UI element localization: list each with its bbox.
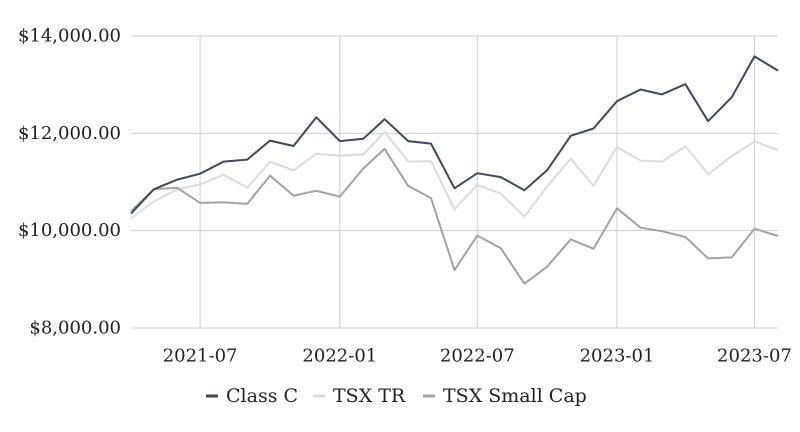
x-axis-tick-labels: 2021-07 2022-01 2022-07 2023-01 2023-07 — [163, 346, 792, 367]
y-tick-label: $12,000.00 — [18, 123, 121, 144]
y-tick-label: $10,000.00 — [18, 220, 121, 241]
legend: Class C TSX TR TSX Small Cap — [206, 385, 587, 407]
y-tick-label: $8,000.00 — [29, 318, 121, 339]
legend-label-tsx-small-cap: TSX Small Cap — [443, 385, 587, 407]
legend-label-tsx-tr: TSX TR — [333, 385, 406, 407]
x-tick-label: 2022-07 — [440, 346, 515, 367]
x-gridlines — [199, 36, 755, 328]
series-line-tsx-small-cap — [130, 147, 779, 285]
x-tick-label: 2022-01 — [302, 346, 377, 367]
y-axis-tick-labels: $8,000.00 $10,000.00 $12,000.00 $14,000.00 — [18, 26, 121, 339]
y-tick-label: $14,000.00 — [18, 26, 121, 47]
series-line-class-c — [130, 55, 779, 215]
x-tick-label: 2023-07 — [717, 346, 792, 367]
legend-label-class-c: Class C — [226, 385, 298, 407]
x-tick-label: 2021-07 — [163, 346, 238, 367]
series-line-tsx-tr — [130, 130, 779, 220]
x-tick-label: 2023-01 — [580, 346, 655, 367]
series-lines — [130, 55, 779, 285]
y-gridlines — [131, 35, 778, 329]
